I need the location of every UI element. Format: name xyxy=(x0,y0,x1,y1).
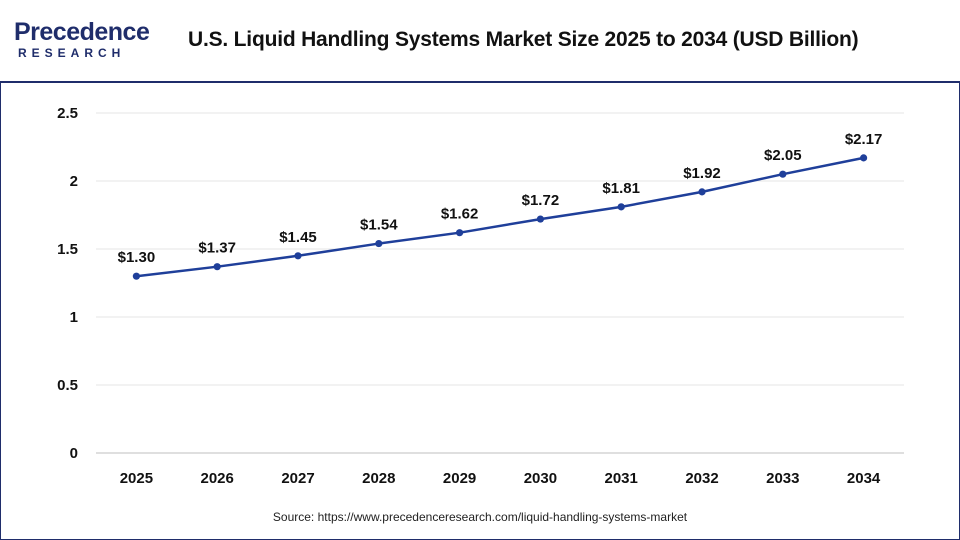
x-tick-label: 2029 xyxy=(443,470,476,487)
data-point xyxy=(375,239,383,248)
grid-lines xyxy=(96,112,904,386)
data-label: $1.62 xyxy=(441,206,479,223)
x-tick-label: 2028 xyxy=(362,470,395,487)
x-tick-label: 2026 xyxy=(201,470,234,487)
data-label: $1.37 xyxy=(198,240,236,257)
y-tick-label: 1 xyxy=(70,309,78,326)
header: Precedence RESEARCH U.S. Liquid Handling… xyxy=(0,0,960,82)
data-point xyxy=(779,170,787,178)
axes: 0 0.5 1 1.5 2 2.5 2025 2026 2027 2028 2029 2030 2031… xyxy=(57,105,904,487)
data-point xyxy=(860,154,868,162)
data-point xyxy=(617,203,625,211)
y-tick-label: 0.5 xyxy=(57,377,78,394)
x-tick-label: 2033 xyxy=(766,470,799,487)
data-point xyxy=(456,229,464,237)
logo-wordmark: Precedence xyxy=(14,18,150,46)
chart-title: U.S. Liquid Handling Systems Market Size… xyxy=(188,28,859,51)
data-label: $2.05 xyxy=(764,147,802,164)
x-tick-label: 2034 xyxy=(847,470,881,487)
data-points xyxy=(132,154,868,280)
precedence-research-logo: Precedence RESEARCH xyxy=(14,18,164,66)
data-point xyxy=(213,263,221,271)
x-tick-label: 2030 xyxy=(524,470,557,487)
data-point xyxy=(536,215,545,223)
x-tick-label: 2032 xyxy=(685,470,718,487)
header-divider xyxy=(0,81,960,83)
x-tick-label: 2027 xyxy=(281,470,314,487)
y-tick-label: 2 xyxy=(70,173,78,190)
y-tick-label: 0 xyxy=(70,445,78,462)
data-label: $1.92 xyxy=(683,165,721,182)
data-label: $1.54 xyxy=(360,217,398,234)
y-tick-label: 1.5 xyxy=(57,241,78,258)
data-label: $1.45 xyxy=(279,229,317,246)
logo-subtitle: RESEARCH xyxy=(18,46,126,60)
data-label: $1.30 xyxy=(118,249,156,266)
line-chart: 0 0.5 1 1.5 2 2.5 2025 2026 2027 2028 2029 2030 2031… xyxy=(57,105,904,487)
data-point xyxy=(294,252,302,260)
x-tick-label: 2025 xyxy=(120,470,153,487)
series-line xyxy=(136,156,864,278)
data-label: $1.72 xyxy=(522,192,560,209)
y-tick-label: 2.5 xyxy=(57,105,78,122)
x-tick-label: 2031 xyxy=(605,470,638,487)
source-note: Source: https://www.precedenceresearch.c… xyxy=(272,510,688,524)
data-label: $2.17 xyxy=(845,131,883,148)
series-line-path xyxy=(136,156,864,278)
data-point xyxy=(698,188,706,196)
data-label: $1.81 xyxy=(602,180,640,197)
data-labels: $1.30 $1.37 $1.45 $1.54 $1.62 $1.72 $1.81 $1.92… xyxy=(118,131,883,266)
data-point xyxy=(132,272,140,280)
